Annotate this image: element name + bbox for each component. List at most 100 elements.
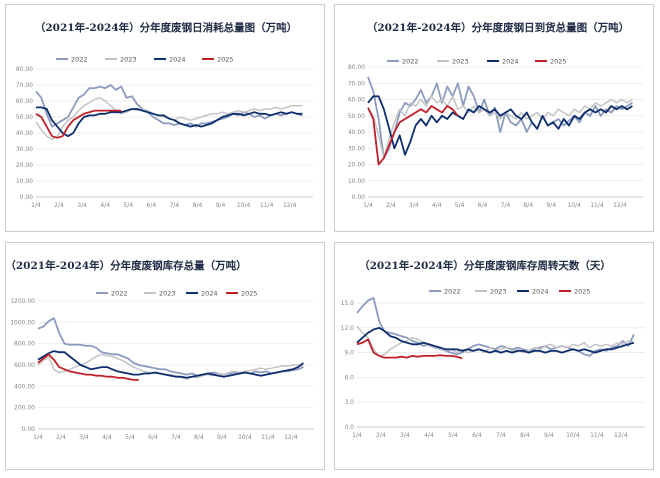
x-tick-label: 10/4	[566, 432, 580, 439]
legend-label-2023: 2023	[452, 58, 469, 66]
series-line-2023	[37, 353, 304, 380]
y-tick-label: 60.00	[16, 98, 33, 105]
x-tick-label: 5/4	[125, 434, 135, 441]
series-line-2024	[356, 326, 635, 354]
x-tick-label: 2/4	[386, 202, 396, 209]
x-tick-label: 4/4	[102, 434, 112, 441]
legend-label-2025: 2025	[574, 288, 591, 296]
y-tick-label: 50.00	[348, 113, 365, 120]
series-line-2025	[356, 338, 463, 360]
x-tick-label: 9/4	[544, 432, 554, 439]
x-tick-label: 9/4	[217, 434, 227, 441]
legend-label-2024: 2024	[532, 288, 549, 296]
x-tick-label: 8/4	[193, 202, 203, 209]
x-tick-label: 10/4	[567, 202, 581, 209]
legend-label-2023: 2023	[490, 288, 507, 296]
x-tick-label: 7/4	[171, 434, 181, 441]
y-tick-label: 0.00	[352, 194, 366, 201]
x-tick-label: 6/4	[148, 434, 158, 441]
chart-panel-inventory: （2021年-2024年）分年度废钢库存总量（万吨） 0.00 200.00 400.…	[5, 242, 325, 470]
x-tick-label: 7/4	[501, 202, 511, 209]
x-tick-label: 11/4	[590, 432, 604, 439]
y-tick-label: 1200.00	[10, 298, 35, 305]
x-tick-label: 10/4	[237, 202, 251, 209]
x-tick-label: 11/4	[261, 434, 275, 441]
y-tick-label: 10.00	[348, 178, 365, 185]
legend-label-2022: 2022	[444, 288, 461, 296]
chart-panel-daily-arrival: （2021年-2024年）分年度废钢日到货总量图（万吨） 0.00 10.00 20.…	[334, 4, 654, 232]
y-tick-label: 0.0	[344, 424, 354, 431]
legend-label-2024: 2024	[169, 56, 186, 64]
series-line-2025	[37, 353, 139, 381]
y-tick-label: 0.00	[22, 426, 36, 433]
legend-label-2024: 2024	[502, 58, 519, 66]
y-tick-label: 3.0	[344, 399, 354, 406]
y-tick-label: 400.00	[14, 383, 35, 390]
x-tick-label: 4/4	[432, 202, 442, 209]
y-tick-label: 9.0	[344, 350, 354, 357]
y-tick-label: 30.00	[16, 146, 33, 153]
chart-title: （2021年-2024年）分年度废钢库存总量（万吨）	[6, 259, 247, 272]
y-tick-label: 200.00	[14, 405, 35, 412]
y-tick-label: 40.00	[16, 130, 33, 137]
series-line-2024	[37, 350, 304, 379]
y-tick-label: 20.00	[16, 162, 33, 169]
x-tick-label: 11/4	[260, 202, 274, 209]
y-tick-label: 60.00	[348, 97, 365, 104]
y-tick-label: 12.0	[341, 325, 355, 332]
series-line-2022	[37, 317, 304, 377]
x-tick-label: 12/4	[284, 434, 298, 441]
y-tick-label: 6.0	[344, 374, 354, 381]
x-tick-label: 10/4	[238, 434, 252, 441]
series-line-2025	[35, 109, 122, 139]
y-tick-label: 0.00	[20, 194, 34, 201]
chart-title: （2021年-2024年）分年度废钢日到货总量图（万吨）	[367, 21, 629, 34]
chart-svg-daily-consumption: （2021年-2024年）分年度废钢日消耗总量图（万吨） 0.00 10.00 20.…	[16, 21, 313, 209]
y-tick-label: 15.0	[341, 300, 355, 307]
x-tick-label: 5/4	[448, 432, 458, 439]
series-line-2024	[367, 95, 633, 156]
x-tick-label: 1/4	[352, 432, 362, 439]
x-tick-label: 8/4	[520, 432, 530, 439]
y-tick-label: 20.00	[348, 162, 365, 169]
y-tick-label: 80.00	[16, 66, 33, 73]
x-tick-label: 12/4	[613, 202, 627, 209]
legend-label-2025: 2025	[217, 56, 234, 64]
x-tick-label: 1/4	[31, 202, 41, 209]
x-tick-label: 11/4	[590, 202, 604, 209]
chart-panel-daily-consumption: （2021年-2024年）分年度废钢日消耗总量图（万吨） 0.00 10.00 20.…	[5, 4, 325, 232]
chart-svg-inventory: （2021年-2024年）分年度废钢库存总量（万吨） 0.00 200.00 400.…	[6, 259, 314, 441]
series-line-2022	[35, 84, 303, 128]
x-tick-label: 2/4	[376, 432, 386, 439]
x-tick-label: 3/4	[77, 202, 87, 209]
x-tick-label: 7/4	[170, 202, 180, 209]
x-tick-label: 6/4	[146, 202, 156, 209]
chart-svg-turnover-days: （2021年-2024年）分年度废钢库存周转天数（天） 0.0 3.0 6.0 9.0 1…	[341, 259, 645, 439]
x-tick-label: 3/4	[409, 202, 419, 209]
series-line-2022	[356, 297, 635, 357]
x-tick-label: 8/4	[194, 434, 204, 441]
x-tick-label: 5/4	[455, 202, 465, 209]
y-tick-label: 40.00	[348, 129, 365, 136]
x-tick-label: 2/4	[56, 434, 66, 441]
y-tick-label: 600.00	[14, 362, 35, 369]
x-tick-label: 3/4	[400, 432, 410, 439]
y-tick-label: 70.00	[16, 82, 33, 89]
chart-svg-daily-arrival: （2021年-2024年）分年度废钢日到货总量图（万吨） 0.00 10.00 20.…	[348, 21, 643, 209]
x-tick-label: 4/4	[424, 432, 434, 439]
x-tick-label: 5/4	[123, 202, 133, 209]
x-tick-label: 12/4	[614, 432, 628, 439]
y-tick-label: 50.00	[16, 114, 33, 121]
x-tick-label: 7/4	[496, 432, 506, 439]
y-tick-label: 10.00	[16, 178, 33, 185]
legend-label-2023: 2023	[120, 56, 137, 64]
x-tick-label: 9/4	[216, 202, 226, 209]
chart-title: （2021年-2024年）分年度废钢库存周转天数（天）	[359, 259, 611, 272]
x-tick-label: 2/4	[54, 202, 64, 209]
x-tick-label: 1/4	[363, 202, 373, 209]
chart-panel-turnover-days: （2021年-2024年）分年度废钢库存周转天数（天） 0.0 3.0 6.0 9.0 1…	[334, 242, 654, 470]
legend-label-2022: 2022	[111, 290, 128, 298]
x-tick-label: 1/4	[33, 434, 43, 441]
x-tick-label: 3/4	[79, 434, 89, 441]
y-tick-label: 1000.00	[10, 319, 35, 326]
